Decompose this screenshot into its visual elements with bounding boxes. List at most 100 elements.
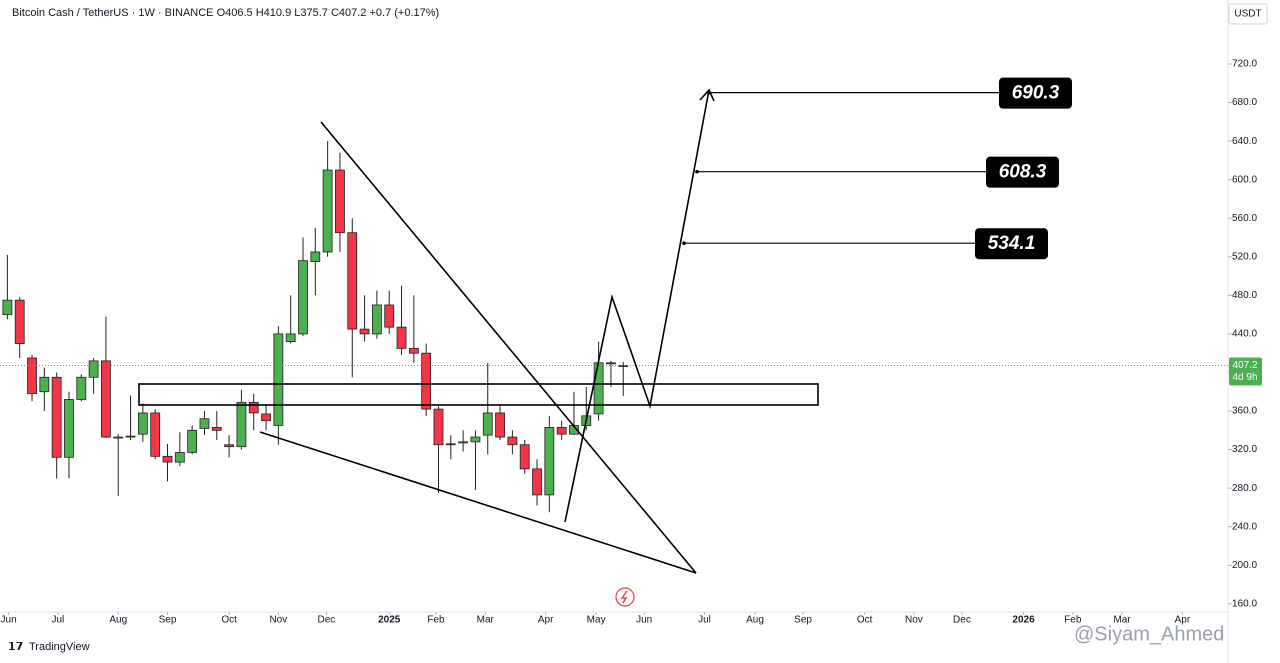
candle-body [113, 436, 124, 439]
candle-body [236, 401, 247, 448]
x-tick-label: Nov [905, 615, 923, 626]
trend-line [320, 121, 697, 574]
zone-box [138, 383, 819, 406]
candle-body [556, 427, 567, 435]
x-tick-label: Jun [636, 615, 652, 626]
last-price-box [1229, 357, 1262, 386]
chart-title: Bitcoin Cash / TetherUS · 1W · BINANCE O… [12, 7, 439, 19]
x-tick-label: Dec [953, 615, 971, 626]
x-tick-label: Sep [794, 615, 812, 626]
candle-body [27, 357, 37, 395]
y-tick-label: 520.0 [1232, 251, 1257, 262]
x-tick-label: Nov [269, 615, 287, 626]
candle-body [495, 412, 505, 438]
x-tick-label: Jul [51, 615, 64, 626]
target-label: 534.1 [988, 233, 1036, 254]
event-icon [615, 587, 635, 607]
y-tick-label: 440.0 [1232, 329, 1257, 340]
x-tick-label: Oct [221, 615, 237, 626]
x-tick-label: Sep [159, 615, 177, 626]
x-tick-label: 2025 [378, 615, 401, 626]
candle-body [14, 299, 25, 344]
last-price-label: 407.2 [1232, 360, 1257, 371]
candle-body [137, 412, 148, 435]
candle-body [64, 399, 74, 458]
trend-line [259, 431, 697, 574]
candle-body [88, 360, 99, 378]
candle-body [248, 401, 259, 414]
target-dot [682, 241, 686, 245]
brand: TradingView [29, 641, 90, 653]
candle-body [445, 443, 456, 446]
candle-body [273, 333, 284, 426]
candle-body [421, 352, 432, 410]
candle-body [125, 435, 136, 438]
candle-body [174, 452, 185, 463]
candle-body [408, 347, 419, 354]
target-label: 608.3 [999, 162, 1047, 183]
x-tick-label: Apr [1175, 615, 1191, 626]
drawings [138, 88, 819, 574]
candle-body [199, 418, 210, 429]
currency-box [1228, 3, 1268, 25]
brand-logo: 𝟭𝟳 [8, 641, 23, 653]
candle-body [519, 444, 530, 470]
candle-body [76, 376, 87, 400]
x-tick-label: Mar [1113, 615, 1131, 626]
candle-body [396, 326, 407, 349]
target-dot [695, 169, 699, 174]
candle-body [371, 304, 382, 335]
candle-body [101, 360, 111, 438]
candle-body [433, 408, 444, 446]
watermark: @Siyam_Ahmed [1074, 623, 1224, 645]
candle-body [2, 299, 13, 316]
candle-body [482, 412, 493, 436]
event-bolt [620, 590, 628, 604]
x-tick-label: Aug [746, 615, 764, 626]
candle-body [544, 427, 555, 496]
countdown: 4d 9h [1232, 372, 1257, 383]
candle-body [507, 436, 518, 446]
x-tick-label: 2026 [1012, 615, 1035, 626]
y-tick-label: 560.0 [1232, 213, 1257, 224]
y-tick-label: 160.0 [1232, 598, 1257, 609]
x-tick-label: Jun [1, 615, 17, 626]
currency: USDT [1234, 9, 1261, 20]
x-tick-label: Dec [318, 615, 336, 626]
path-arrow [564, 89, 710, 523]
candle-body [162, 455, 173, 463]
candle-body [458, 441, 469, 444]
y-tick-label: 200.0 [1232, 560, 1257, 571]
x-tick-label: Oct [857, 615, 873, 626]
target-label: 690.3 [1012, 83, 1060, 104]
candle-body [593, 362, 604, 415]
y-tick-label: 320.0 [1232, 444, 1257, 455]
candle-body [285, 333, 296, 343]
y-tick-label: 600.0 [1232, 174, 1257, 185]
y-tick-label: 360.0 [1232, 406, 1257, 417]
target-box [999, 77, 1072, 109]
candle-body [224, 444, 234, 448]
candle-body [470, 436, 481, 443]
x-tick-label: Mar [477, 615, 495, 626]
arrow-head [699, 88, 715, 102]
candle-body [322, 169, 333, 253]
candle-body [347, 232, 358, 330]
candle-body [298, 260, 308, 335]
candle-body [384, 304, 395, 328]
candle-body [618, 365, 629, 367]
x-tick-label: May [587, 615, 606, 626]
candle-body [187, 429, 198, 453]
candle-body [39, 376, 50, 393]
candle-body [51, 376, 62, 458]
target-box [986, 156, 1059, 188]
candle-body [211, 427, 222, 431]
candle-body [150, 412, 161, 457]
y-tick-label: 680.0 [1232, 97, 1257, 108]
y-tick-label: 280.0 [1232, 483, 1257, 494]
candle-body [310, 251, 321, 263]
y-tick-label: 720.0 [1232, 59, 1257, 70]
candle-body [261, 413, 271, 422]
